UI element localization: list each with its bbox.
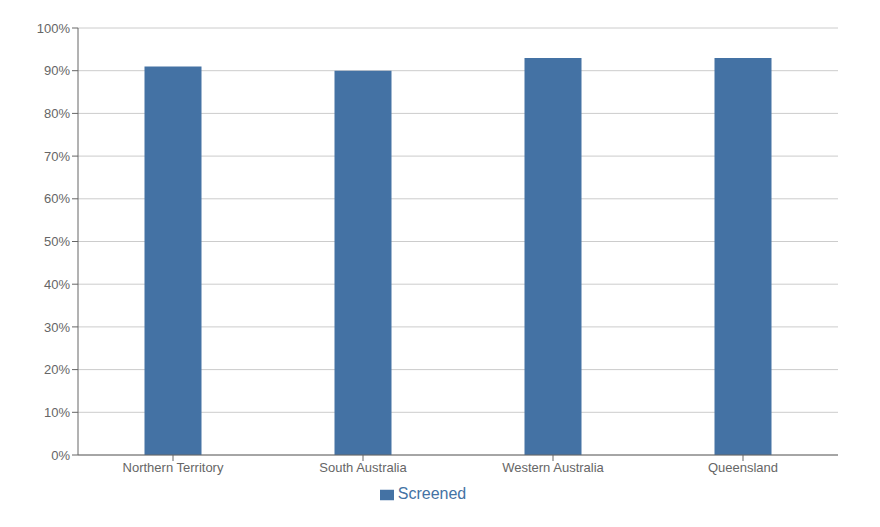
svg-text:80%: 80% (44, 106, 70, 121)
svg-text:20%: 20% (44, 362, 70, 377)
svg-text:100%: 100% (37, 21, 71, 36)
svg-text:90%: 90% (44, 63, 70, 78)
svg-text:0%: 0% (51, 448, 70, 463)
svg-text:50%: 50% (44, 234, 70, 249)
svg-text:60%: 60% (44, 191, 70, 206)
svg-text:Queensland: Queensland (708, 460, 778, 475)
svg-text:Western Australia: Western Australia (502, 460, 604, 475)
html-text:Screened: Screened (397, 485, 467, 502)
svg-text:70%: 70% (44, 149, 70, 164)
svg-text:Northern Territory: Northern Territory (123, 460, 224, 475)
svg-text:40%: 40% (44, 277, 70, 292)
svg-text:30%: 30% (44, 320, 70, 335)
svg-text:10%: 10% (44, 405, 70, 420)
svg-text:South Australia: South Australia (319, 460, 407, 475)
